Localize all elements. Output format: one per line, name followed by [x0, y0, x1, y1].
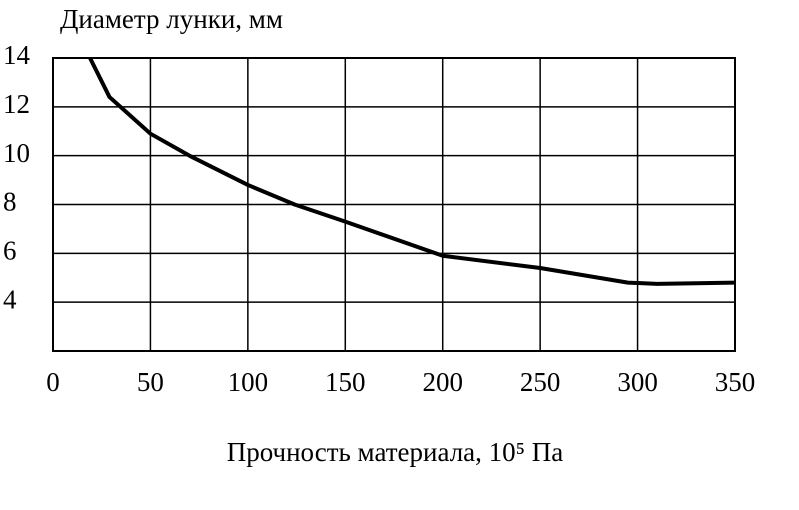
data-line	[88, 57, 736, 286]
x-axis-label: Прочность материала, 10⁵ Па	[227, 437, 564, 467]
y-tick-label: 4	[3, 284, 17, 314]
y-tick-label: 14	[3, 40, 31, 70]
chart-title: Диаметр лунки, мм	[60, 4, 283, 34]
x-tick-label: 300	[617, 367, 658, 397]
x-tick-label: 200	[422, 367, 463, 397]
x-tick-label: 50	[137, 367, 164, 397]
x-tick-label: 250	[520, 367, 561, 397]
y-tick-label: 10	[3, 138, 30, 168]
y-tick-label: 8	[3, 187, 17, 217]
x-tick-label: 0	[46, 367, 60, 397]
y-tick-label: 12	[3, 89, 30, 119]
x-tick-label: 150	[325, 367, 366, 397]
x-tick-label: 350	[715, 367, 756, 397]
y-tick-label: 6	[3, 236, 17, 266]
x-tick-label: 100	[228, 367, 269, 397]
